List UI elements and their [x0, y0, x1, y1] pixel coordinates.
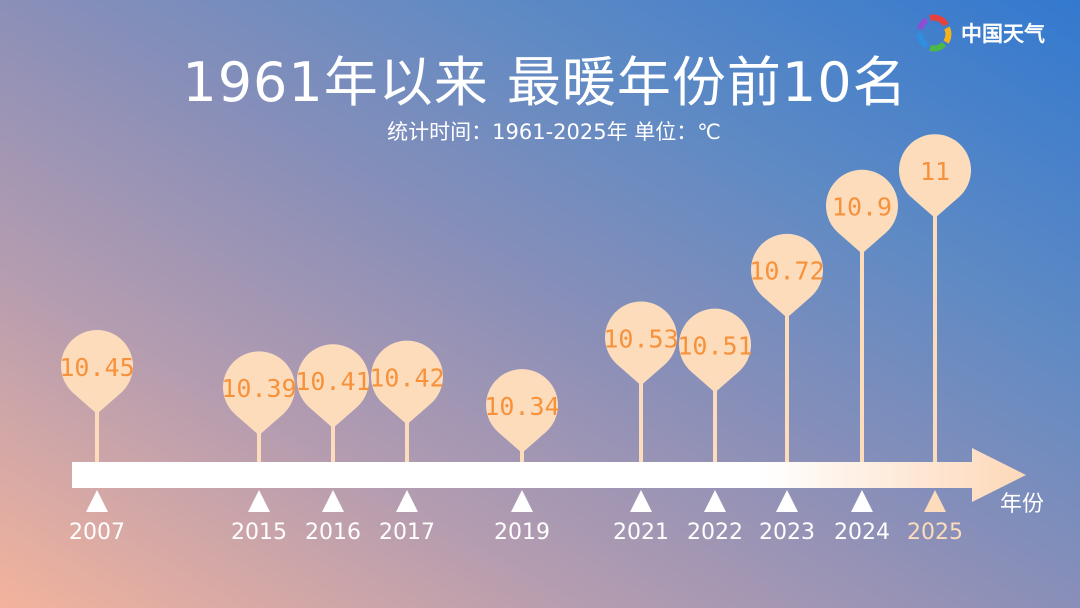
balloon-stem-2024 — [860, 251, 864, 462]
year-marker-2015 — [248, 490, 270, 512]
chart-subtitle: 统计时间：1961-2025年 单位：℃ — [387, 120, 721, 144]
balloon-stem-2017 — [405, 422, 409, 462]
year-label-2007: 2007 — [69, 520, 125, 545]
logo-text: 中国天气 — [961, 22, 1045, 46]
year-marker-2023 — [776, 490, 798, 512]
value-label-2017: 10.42 — [369, 364, 444, 393]
timeline-axis-arrow — [72, 448, 1026, 502]
year-marker-2017 — [396, 490, 418, 512]
balloon-stem-2022 — [713, 390, 717, 462]
year-label-2016: 2016 — [305, 520, 361, 545]
balloon-2023 — [751, 233, 824, 318]
balloon-2021 — [605, 301, 677, 386]
x-axis-label: 年份 — [1000, 492, 1044, 517]
balloon-stem-2025 — [933, 216, 937, 462]
year-marker-2019 — [511, 490, 533, 512]
balloon-stem-2016 — [331, 426, 335, 462]
value-label-2016: 10.41 — [295, 367, 370, 396]
balloon-2017 — [371, 340, 443, 425]
year-label-2024: 2024 — [834, 520, 890, 545]
value-label-2025: 11 — [920, 157, 950, 186]
value-label-2024: 10.9 — [832, 193, 892, 222]
balloon-2016 — [296, 344, 370, 429]
year-marker-2016 — [322, 490, 344, 512]
balloon-stem-2015 — [257, 433, 261, 462]
value-label-2021: 10.53 — [603, 324, 678, 353]
logo: 中国天气 — [913, 12, 1045, 54]
balloon-stem-2023 — [785, 315, 789, 462]
year-label-2022: 2022 — [687, 520, 743, 545]
year-marker-2007 — [86, 490, 108, 512]
year-marker-2025 — [924, 490, 946, 512]
balloon-2019 — [486, 369, 558, 453]
balloon-2025 — [899, 134, 971, 219]
year-label-2017: 2017 — [379, 520, 435, 545]
balloon-2024 — [826, 169, 898, 254]
year-marker-2021 — [630, 490, 652, 512]
year-label-2021: 2021 — [613, 520, 669, 545]
balloon-stem-2021 — [639, 383, 643, 462]
balloon-2007 — [61, 330, 134, 414]
chart-title: 1961年以来 最暖年份前10名 — [182, 51, 908, 114]
balloon-2022 — [679, 308, 751, 393]
balloon-stem-2019 — [520, 451, 524, 462]
year-label-2015: 2015 — [231, 520, 287, 545]
value-label-2022: 10.51 — [677, 331, 752, 360]
year-label-2019: 2019 — [494, 520, 550, 545]
value-label-2007: 10.45 — [59, 353, 134, 382]
pinwheel-logo-icon — [917, 14, 952, 52]
value-label-2023: 10.72 — [749, 257, 824, 286]
year-label-2023: 2023 — [759, 520, 815, 545]
year-label-2025: 2025 — [907, 520, 963, 545]
balloon-stem-2007 — [95, 411, 99, 462]
year-marker-2024 — [851, 490, 873, 512]
value-label-2019: 10.34 — [484, 392, 559, 421]
balloon-2015 — [223, 351, 295, 436]
year-marker-2022 — [704, 490, 726, 512]
value-label-2015: 10.39 — [221, 374, 296, 403]
